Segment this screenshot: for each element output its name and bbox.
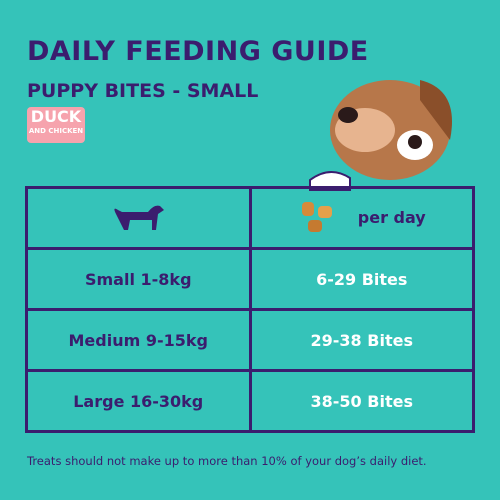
amount-cell: 6-29 Bites [248,247,475,311]
feeding-table: per day Small 1-8kg 6-29 Bites Medium 9-1… [25,186,475,433]
per-day-label: per day [357,207,426,227]
size-cell: Large 16-30kg [25,369,252,433]
size-cell: Medium 9-15kg [25,308,252,372]
badge-main: DUCK [30,107,82,126]
treats-icon [301,202,332,232]
footnote: Treats should not make up to more than 1… [27,454,427,468]
badge-sub: AND CHICKEN [28,127,84,135]
per-day-cell: per day [248,186,475,250]
size-cell: Small 1-8kg [25,247,252,311]
title: DAILY FEEDING GUIDE [27,36,369,67]
badge: DUCK AND CHICKEN [27,107,85,143]
dog-icon-cell [25,186,252,250]
subtitle: PUPPY BITES - SMALL [27,80,259,102]
dog-icon [114,205,165,230]
amount-cell: 29-38 Bites [248,308,475,372]
puppy-illustration [309,80,452,191]
amount-cell: 38-50 Bites [248,369,475,433]
